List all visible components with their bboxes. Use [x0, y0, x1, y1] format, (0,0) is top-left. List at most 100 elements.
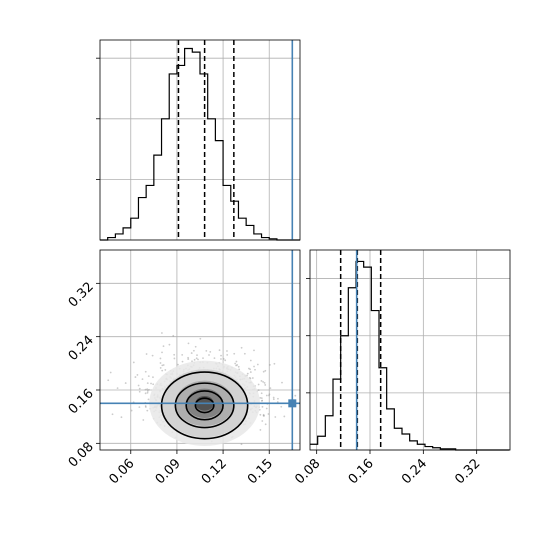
scatter-point: [259, 413, 262, 416]
scatter-point: [138, 390, 141, 393]
scatter-point: [111, 413, 114, 416]
contour-line: [160, 371, 249, 440]
scatter-point: [257, 383, 260, 386]
scatter-point: [280, 405, 283, 408]
scatter-point: [213, 357, 216, 359]
scatter-point: [264, 369, 267, 372]
scatter-point: [261, 399, 263, 402]
scatter-point: [199, 337, 202, 340]
scatter-point: [144, 406, 147, 408]
scatter-point: [220, 354, 222, 357]
scatter-point: [141, 378, 144, 381]
scatter-point: [274, 416, 277, 418]
ytick-label: 0.32: [66, 280, 97, 311]
xtick-label: 0.15: [245, 456, 276, 487]
scatter-point: [187, 358, 190, 360]
scatter-point: [269, 387, 272, 390]
scatter-point: [120, 416, 123, 419]
scatter-point: [146, 390, 149, 392]
scatter-point: [246, 372, 249, 375]
scatter-point: [226, 350, 228, 352]
scatter-point: [144, 392, 147, 395]
scatter-point: [196, 354, 198, 356]
scatter-point: [235, 360, 238, 363]
scatter-point: [276, 401, 279, 403]
scatter-point: [281, 381, 283, 384]
scatter-point: [159, 357, 162, 360]
scatter-point: [161, 364, 164, 367]
scatter-point: [173, 353, 176, 356]
truth-marker: [288, 399, 297, 408]
scatter-point: [161, 332, 163, 334]
scatter-point: [268, 393, 271, 396]
xticks-2d: 0.06 0.09 0.12 0.15: [107, 450, 276, 487]
scatter-point: [107, 379, 110, 382]
scatter-point: [181, 353, 184, 356]
xtick-label: 0.16: [346, 456, 377, 487]
scatter-point: [187, 356, 190, 359]
xtick-label: 0.06: [107, 456, 138, 487]
contour-line: [174, 382, 235, 429]
scatter-point: [177, 363, 179, 366]
scatter-point: [164, 369, 167, 371]
scatter-point: [194, 345, 197, 348]
scatter-point: [190, 352, 193, 354]
scatter-point: [92, 413, 94, 415]
scatter-point: [181, 360, 184, 363]
scatter-point: [148, 388, 150, 391]
scatter-point: [172, 334, 175, 337]
scatter-point: [224, 359, 227, 362]
scatter-point: [195, 357, 198, 360]
scatter-point: [146, 409, 149, 412]
scatter-point: [159, 367, 162, 369]
quantile-lines-1: [177, 40, 235, 240]
scatter-point: [109, 371, 112, 374]
scatter-point: [142, 419, 145, 421]
ytick-label: 0.24: [66, 333, 97, 364]
scatter-point: [226, 353, 229, 356]
scatter-point: [249, 371, 252, 373]
scatter-point: [218, 349, 221, 352]
xtick-label: 0.12: [199, 456, 230, 487]
scatter-point: [254, 368, 256, 371]
scatter-point: [234, 362, 237, 365]
scatter-point: [243, 352, 246, 355]
scatter-point: [265, 394, 268, 397]
scatter-point: [267, 413, 270, 415]
scatter-point: [253, 349, 255, 352]
scatter-point: [197, 358, 199, 361]
scatter-point: [272, 398, 275, 401]
scatter-point: [237, 365, 240, 368]
scatter-point: [173, 357, 176, 360]
scatter-point: [151, 354, 154, 357]
panel-top-left-histogram: [96, 39, 301, 241]
scatter-point: [262, 370, 265, 373]
scatter-point: [240, 346, 243, 349]
scatter-point: [124, 382, 127, 384]
scatter-point: [265, 407, 268, 410]
scatter-point: [147, 375, 150, 378]
scatter-point: [264, 423, 267, 426]
frame-h2: [309, 249, 511, 451]
scatter-point: [162, 364, 165, 366]
scatter-point: [249, 359, 252, 362]
scatter-point: [253, 365, 255, 368]
scatter-point: [260, 379, 263, 382]
xtick-label: 0.09: [153, 456, 184, 487]
scatter-point: [220, 358, 222, 360]
scatter-point: [138, 387, 141, 390]
scatter-point: [205, 349, 208, 352]
scatter-point: [277, 397, 279, 400]
scatter-point: [193, 358, 196, 361]
scatter-point: [259, 396, 262, 399]
scatter-point: [130, 409, 133, 412]
scatter-point: [240, 443, 243, 446]
scatter-point: [152, 383, 155, 386]
scatter-point: [251, 377, 254, 379]
ytick-label: 0.16: [66, 386, 97, 417]
scatter-point: [272, 396, 275, 399]
scatter-point: [137, 384, 140, 387]
scatter-point: [146, 391, 149, 394]
ytick-label: 0.08: [66, 440, 97, 471]
